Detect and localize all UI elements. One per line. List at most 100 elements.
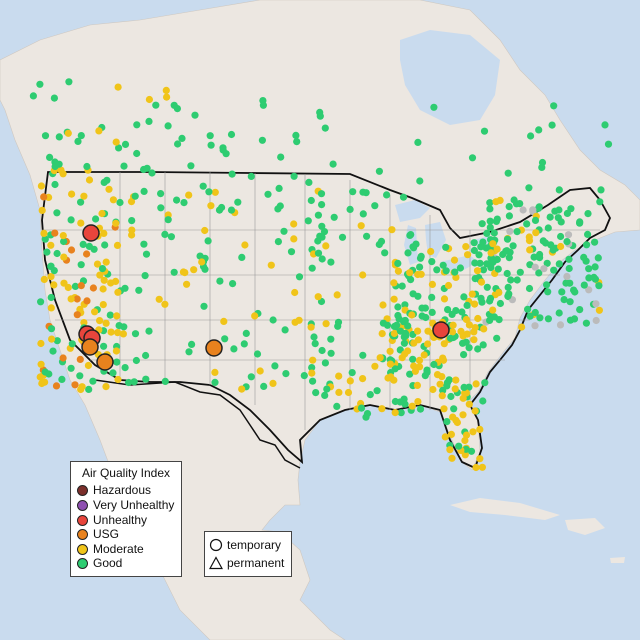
station-marker (327, 258, 335, 266)
station-marker (163, 93, 171, 101)
station-marker (93, 260, 102, 268)
station-marker (410, 339, 418, 347)
station-marker (55, 133, 63, 141)
station-marker (550, 102, 558, 110)
station-marker (291, 318, 299, 326)
station-marker (234, 198, 242, 206)
station-marker (417, 252, 425, 260)
station-marker (452, 376, 460, 384)
station-marker (408, 402, 416, 410)
station-marker (318, 255, 326, 263)
station-marker (532, 229, 540, 237)
highlighted-station-marker (205, 339, 223, 357)
station-marker (481, 379, 489, 387)
station-marker (290, 172, 298, 180)
station-marker (99, 285, 107, 293)
station-marker (366, 391, 374, 399)
station-marker (477, 243, 485, 251)
station-marker (408, 311, 416, 319)
station-marker (247, 373, 255, 381)
station-marker (543, 281, 551, 289)
station-marker (473, 267, 482, 275)
station-marker (480, 127, 489, 135)
station-marker (471, 324, 479, 332)
station-marker (333, 291, 341, 299)
station-marker (531, 308, 539, 317)
station-marker (277, 153, 285, 161)
station-marker (47, 273, 55, 281)
station-marker (37, 360, 45, 368)
highlighted-station-marker (432, 321, 450, 339)
station-marker (98, 209, 106, 218)
station-marker (406, 269, 414, 277)
station-marker (359, 271, 367, 279)
station-marker (38, 206, 46, 214)
station-marker (229, 280, 237, 288)
highlighted-station-marker (96, 353, 114, 371)
station-marker (479, 397, 487, 405)
station-marker (558, 288, 566, 296)
triangle-icon (209, 556, 223, 570)
station-marker (200, 302, 208, 310)
station-marker (523, 220, 531, 228)
station-marker (390, 329, 398, 338)
station-marker (282, 370, 290, 378)
station-marker (444, 306, 452, 314)
station-marker (131, 192, 139, 200)
station-marker (394, 259, 402, 267)
station-marker (140, 240, 148, 248)
station-marker (448, 310, 456, 318)
station-marker (145, 327, 153, 335)
station-marker (540, 265, 548, 273)
station-marker (45, 370, 53, 378)
station-marker (85, 242, 93, 250)
station-marker (363, 232, 371, 240)
station-marker (211, 188, 219, 196)
station-marker (505, 254, 513, 262)
station-marker (495, 316, 503, 324)
station-marker (58, 375, 66, 383)
station-marker (155, 295, 163, 303)
station-marker (547, 241, 555, 249)
station-marker (460, 351, 468, 359)
station-marker (585, 286, 593, 294)
station-marker (536, 314, 544, 322)
station-marker (406, 370, 414, 378)
station-marker (260, 382, 268, 390)
station-marker (102, 258, 110, 266)
station-marker (37, 298, 45, 306)
station-marker (349, 188, 357, 196)
station-marker (207, 202, 215, 210)
station-marker (51, 180, 59, 189)
station-marker (490, 229, 498, 237)
station-marker (322, 242, 330, 250)
station-marker (488, 254, 496, 262)
station-marker (566, 298, 574, 306)
station-marker (318, 222, 326, 230)
station-marker (218, 203, 226, 212)
mexico-border (94, 379, 301, 469)
station-marker (424, 340, 432, 348)
station-marker (505, 212, 513, 220)
station-marker (444, 281, 453, 290)
station-marker (486, 217, 494, 225)
station-marker (400, 339, 408, 347)
station-marker (539, 237, 547, 245)
station-marker (538, 158, 547, 167)
station-marker (359, 351, 367, 359)
station-marker (143, 164, 151, 172)
station-marker (458, 308, 466, 316)
station-marker (429, 385, 437, 394)
station-marker (449, 413, 457, 421)
station-marker (280, 227, 288, 235)
station-marker (308, 364, 316, 372)
station-marker (379, 301, 387, 309)
legend-item-good: Good (77, 556, 122, 570)
station-marker (470, 246, 478, 255)
station-marker (387, 373, 395, 381)
puerto-rico (610, 557, 625, 563)
station-marker (504, 283, 512, 291)
station-marker (401, 350, 409, 358)
station-marker (443, 418, 451, 426)
station-marker (471, 259, 479, 267)
